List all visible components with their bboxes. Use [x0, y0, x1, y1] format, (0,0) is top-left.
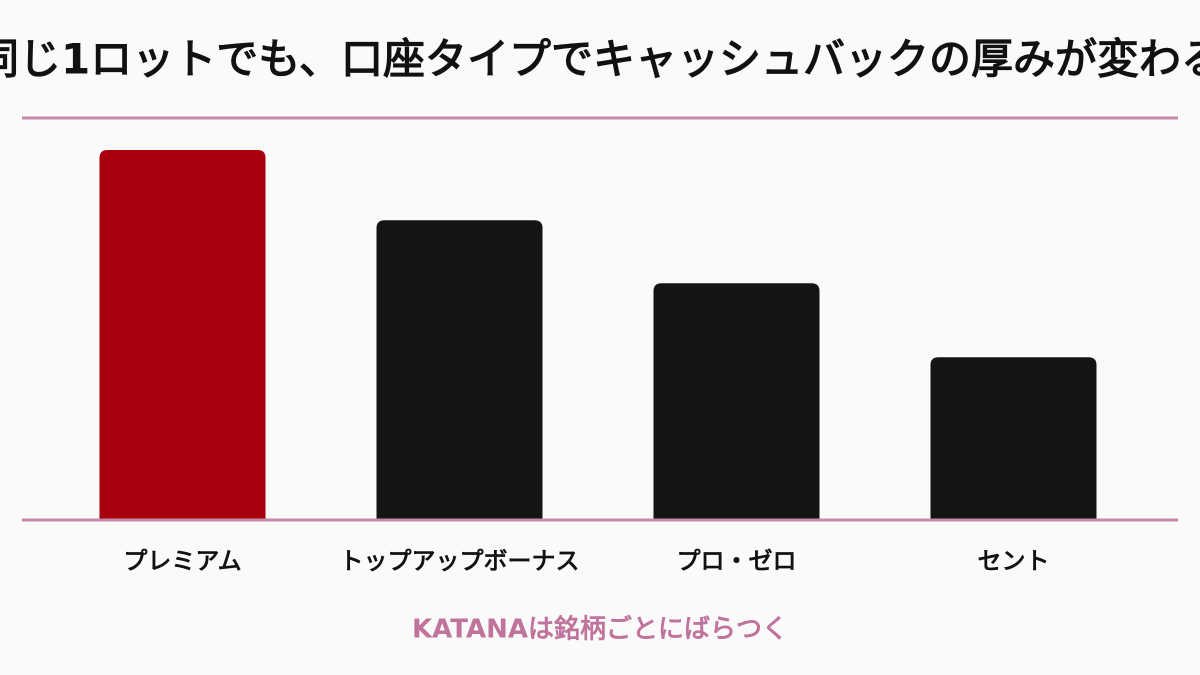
bar — [376, 220, 543, 521]
x-tick-label: トップアップボーナス — [340, 547, 580, 575]
annotation: KATANAは銘柄ごとにばらつく — [412, 614, 788, 645]
x-tick-label: プロ・ゼロ — [677, 547, 797, 575]
bar — [930, 357, 1097, 520]
x-tick-label: セント — [978, 547, 1050, 575]
bar — [653, 283, 820, 520]
chart-title: 同じ1ロットでも、口座タイプでキャッシュバックの厚みが変わる — [0, 35, 1200, 84]
bar — [99, 150, 266, 520]
x-tick-label: プレミアム — [123, 547, 241, 575]
